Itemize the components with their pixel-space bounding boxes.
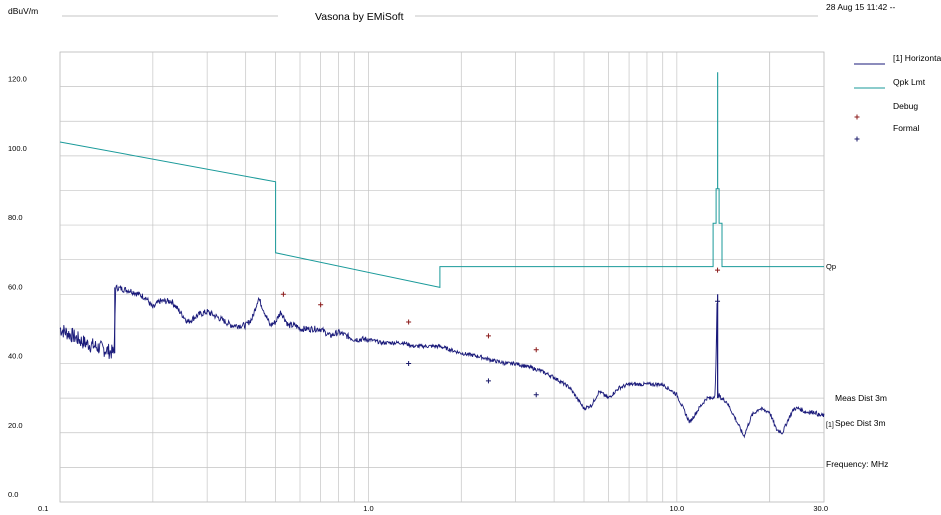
grid [59, 51, 825, 503]
plot-frame [59, 51, 825, 503]
y-tick-label: 40.0 [8, 352, 23, 361]
chart-title: Vasona by EMiSoft [315, 11, 404, 23]
spec-distance-label: Spec Dist 3m [835, 418, 886, 428]
y-axis-unit-label: dBuV/m [8, 6, 38, 16]
y-tick-label: 0.0 [8, 490, 18, 499]
debug-marker [318, 302, 324, 308]
y-tick-label: 20.0 [8, 421, 23, 430]
y-tick-label: 120.0 [8, 75, 27, 84]
y-tick-label: 100.0 [8, 144, 27, 153]
legend-label: [1] Horizontal [893, 53, 941, 63]
x-tick-label: 10.0 [670, 504, 685, 513]
spec-series-prefix: [1] [826, 422, 834, 429]
formal-marker [715, 298, 721, 304]
horizontal-scan-trace [59, 284, 825, 439]
formal-marker [485, 378, 491, 384]
limit-tag-label: Qp [826, 262, 836, 271]
formal-marker [533, 392, 539, 398]
debug-marker [715, 267, 721, 273]
frequency-unit-label: Frequency: MHz [826, 459, 888, 469]
axis-tick-labels: 0.0 20.0 40.0 60.0 80.0 100.0 120.0 0.1 1.0 10.0 3… [8, 75, 828, 513]
y-tick-label: 80.0 [8, 213, 23, 222]
legend-label: Qpk Lmt [893, 77, 926, 87]
legend-swatch-plus [854, 114, 860, 120]
y-tick-label: 60.0 [8, 282, 23, 291]
legend-label: Debug [893, 101, 918, 111]
qpk-limit-line [59, 72, 824, 289]
x-tick-label: 0.1 [38, 504, 48, 513]
legend-swatch-plus [854, 136, 860, 142]
timestamp: 28 Aug 15 11:42 -- [826, 2, 895, 12]
x-tick-label: 30.0 [813, 504, 828, 513]
x-tick-label: 1.0 [363, 504, 373, 513]
debug-marker [406, 319, 412, 325]
legend: [1] Horizontal Qpk Lmt Debug Formal [854, 53, 941, 142]
debug-marker [280, 291, 286, 297]
debug-marker [485, 333, 491, 339]
meas-distance-label: Meas Dist 3m [835, 393, 887, 403]
series-layer [59, 72, 825, 439]
legend-label: Formal [893, 123, 920, 133]
formal-marker [406, 361, 412, 367]
debug-marker [533, 347, 539, 353]
